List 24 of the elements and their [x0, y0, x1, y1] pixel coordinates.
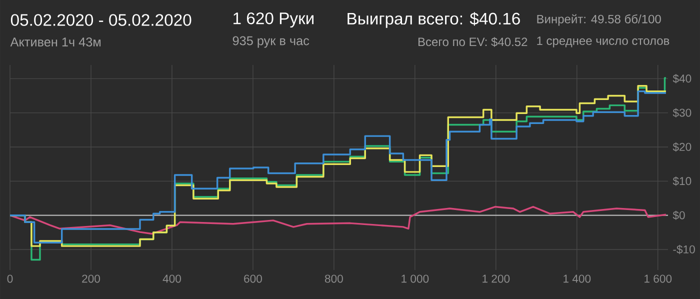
x-tick-label: 1 600	[644, 274, 672, 283]
x-tick-label: 600	[244, 274, 262, 283]
y-tick-label: $10	[672, 176, 692, 186]
y-tick-label: -$10	[673, 244, 695, 254]
text: 1 среднее число столов	[537, 36, 670, 48]
x-tick-label: 0	[7, 274, 13, 283]
text: Винрейт: 49.58 бб/100	[537, 14, 661, 26]
x-tick-label: 1 200	[482, 274, 510, 283]
x-tick-label: 400	[162, 274, 181, 283]
y-tick-label: $30	[672, 108, 692, 118]
chart-title: 05.02.2020 - 05.02.2020	[10, 14, 192, 26]
x-tick-label: 800	[324, 274, 343, 283]
x-tick-label: 200	[82, 274, 100, 283]
y-tick-label: $0	[672, 210, 685, 220]
text: 1 620 Руки	[234, 12, 314, 28]
text: Выиграл всего: $40.16	[348, 12, 520, 28]
line-series	[10, 206, 667, 235]
y-tick-label: $20	[672, 142, 692, 152]
text: 935 рук в час	[232, 36, 310, 48]
x-tick-label: 1 400	[564, 274, 591, 283]
chart-subtitle: Активен 1ч 43м	[10, 38, 101, 46]
x-tick-label: 1 000	[402, 274, 429, 283]
text: Всего по EV: $40.52	[418, 37, 528, 47]
y-tick-label: $40	[672, 74, 692, 84]
